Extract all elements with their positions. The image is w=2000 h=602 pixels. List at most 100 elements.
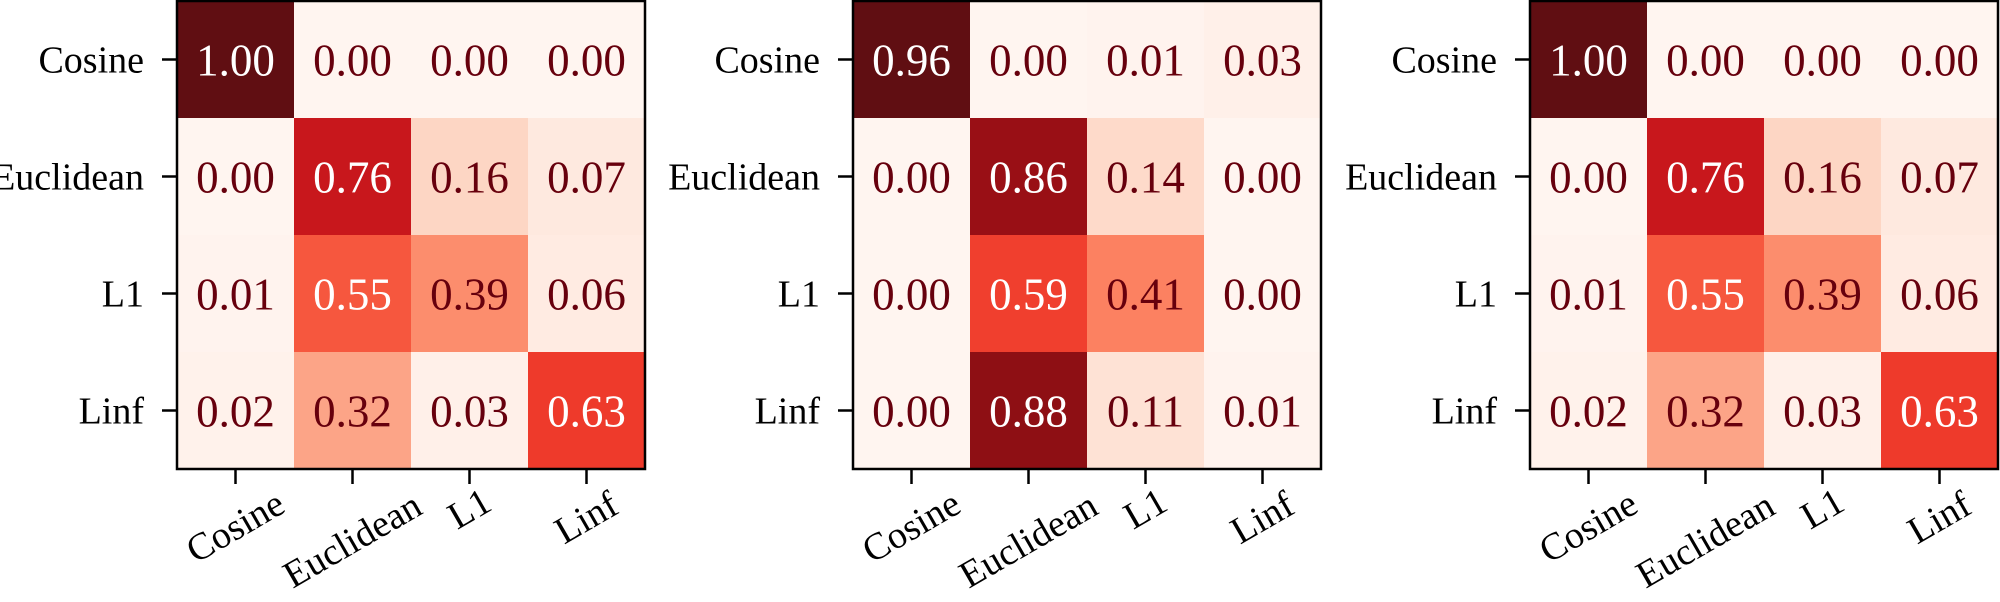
cell-value-label: 0.63 [1900, 387, 1979, 437]
cell-value-label: 0.00 [1783, 36, 1862, 86]
cell-value-label: 0.07 [1900, 153, 1979, 203]
cell-value-label: 0.00 [313, 36, 392, 86]
heatmap-cell [1087, 118, 1205, 236]
heatmap-cell [1764, 352, 1882, 470]
cell-value-label: 0.14 [1106, 153, 1185, 203]
cell-value-label: 0.11 [1107, 387, 1184, 437]
heatmap-cell [1647, 118, 1765, 236]
cell-value-label: 0.00 [1900, 36, 1979, 86]
cell-value-label: 0.39 [1783, 270, 1862, 320]
cell-value-label: 0.55 [313, 270, 392, 320]
cell-value-label: 0.00 [547, 36, 626, 86]
heatmap-cell [1204, 235, 1322, 353]
heatmap-cell [853, 352, 971, 470]
y-tick-label: Euclidean [1345, 157, 1497, 199]
cell-value-label: 0.06 [1900, 270, 1979, 320]
heatmap-cell [528, 235, 646, 353]
heatmap-cell [294, 352, 412, 470]
x-tick-label: Euclidean [1629, 484, 1782, 596]
cell-value-label: 0.00 [872, 387, 951, 437]
cell-value-label: 0.00 [989, 36, 1068, 86]
heatmap-cell [1881, 235, 1999, 353]
heatmap-panel-3: 1.00 0.00 0.00 0.00 0.00 0.76 0.16 0.07 0.01 0.55… [1345, 0, 2000, 597]
y-tick-label: Cosine [38, 40, 144, 82]
x-tick-label: L1 [441, 480, 499, 537]
heatmap-cell [1647, 1, 1765, 119]
heatmap-cell [853, 235, 971, 353]
x-tick-label: Linf [548, 483, 626, 552]
heatmap-cell [970, 235, 1088, 353]
heatmap-cell [970, 352, 1088, 470]
axes-frame [851, 0, 1323, 471]
cell-value-label: 0.00 [1223, 153, 1302, 203]
y-tick-label: Euclidean [0, 157, 144, 199]
cell-value-label: 0.96 [872, 36, 951, 86]
heatmap-cell [294, 1, 412, 119]
heatmap-cell [294, 235, 412, 353]
cell-value-label: 1.00 [196, 36, 275, 86]
heatmap-cell [177, 235, 295, 353]
heatmap-cell [177, 118, 295, 236]
cell-value-label: 0.00 [872, 270, 951, 320]
heatmap-cell [1647, 235, 1765, 353]
x-tick-label: Cosine [179, 482, 291, 571]
heatmap-cell [1764, 118, 1882, 236]
heatmap-cell [853, 1, 971, 119]
cell-value-label: 0.16 [430, 153, 509, 203]
cell-value-label: 0.03 [1223, 36, 1302, 86]
cell-value-label: 0.01 [1223, 387, 1302, 437]
cell-value-label: 0.03 [430, 387, 509, 437]
cell-value-label: 0.86 [989, 153, 1068, 203]
x-tick-label: Cosine [855, 482, 967, 571]
x-tick-label: Euclidean [952, 484, 1105, 596]
heatmap-cell [528, 352, 646, 470]
y-tick-label: Euclidean [668, 157, 820, 199]
cell-value-label: 0.01 [1106, 36, 1185, 86]
heatmap-cell [1204, 118, 1322, 236]
x-tick-label: Cosine [1532, 482, 1644, 571]
heatmap-cell [1530, 352, 1648, 470]
cell-value-label: 0.03 [1783, 387, 1862, 437]
y-tick-label: L1 [102, 274, 144, 316]
cell-value-label: 0.00 [430, 36, 509, 86]
x-tick-label: L1 [1117, 480, 1175, 537]
heatmap-cell [1647, 352, 1765, 470]
heatmap-cell [177, 352, 295, 470]
heatmap-cell [1204, 352, 1322, 470]
heatmap-cell [853, 118, 971, 236]
y-tick-label: Cosine [714, 40, 820, 82]
heatmap-cell [411, 235, 529, 353]
heatmap-cell [1764, 235, 1882, 353]
cell-value-label: 0.01 [1549, 270, 1628, 320]
heatmap-cell [528, 118, 646, 236]
cell-value-label: 0.16 [1783, 153, 1862, 203]
x-tick-label: Euclidean [276, 484, 429, 596]
heatmap-cell [1087, 352, 1205, 470]
cell-value-label: 0.41 [1106, 270, 1185, 320]
y-tick-label: L1 [778, 274, 820, 316]
heatmap-cell [294, 118, 412, 236]
heatmap-cell [1881, 352, 1999, 470]
cell-value-label: 0.32 [1666, 387, 1745, 437]
heatmap-cell [1881, 1, 1999, 119]
x-tick-label: Linf [1901, 483, 1979, 552]
cell-value-label: 0.01 [196, 270, 275, 320]
heatmap-panel-2: 0.96 0.00 0.01 0.03 0.00 0.86 0.14 0.00 0.00 0.59… [668, 0, 1323, 597]
heatmap-cell [1530, 235, 1648, 353]
cell-value-label: 0.39 [430, 270, 509, 320]
cell-value-label: 0.06 [547, 270, 626, 320]
heatmap-panel-1: 1.00 0.00 0.00 0.00 0.00 0.76 0.16 0.07 0.01 0.55… [0, 0, 647, 597]
heatmap-cell [1087, 1, 1205, 119]
cell-value-label: 0.00 [1549, 153, 1628, 203]
cell-value-label: 0.00 [1666, 36, 1745, 86]
heatmap-cell [411, 118, 529, 236]
cell-value-label: 0.02 [1549, 387, 1628, 437]
cell-value-label: 1.00 [1549, 36, 1628, 86]
axes-frame [1528, 0, 2000, 471]
heatmap-cell [1087, 235, 1205, 353]
cell-value-label: 0.76 [313, 153, 392, 203]
cell-value-label: 0.63 [547, 387, 626, 437]
heatmap-cell [1204, 1, 1322, 119]
y-tick-label: Linf [79, 391, 145, 433]
cell-value-label: 0.07 [547, 153, 626, 203]
